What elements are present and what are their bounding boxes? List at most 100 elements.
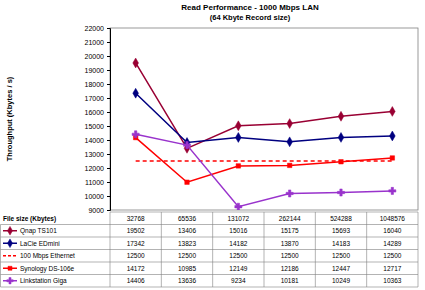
- table-rule: [1, 287, 419, 288]
- legend-marker: [8, 266, 12, 270]
- y-tick-label: 20000: [85, 53, 105, 60]
- series-marker: [389, 187, 396, 194]
- table-value: 14183: [332, 240, 350, 247]
- y-tick-mark: [107, 210, 110, 211]
- table-value: 15016: [229, 227, 247, 234]
- x-tick-label: 262144: [279, 215, 301, 222]
- legend-label: LaCie EDmini: [20, 240, 60, 247]
- y-tick: 15000: [85, 123, 110, 130]
- table-value: 12500: [383, 252, 401, 259]
- table-value: 13406: [178, 227, 196, 234]
- plot-marks: [132, 58, 396, 210]
- series-marker: [235, 121, 241, 131]
- series-marker: [132, 131, 139, 138]
- y-tick-label: 19000: [85, 67, 105, 74]
- legend-label: Linkstation Giga: [20, 277, 67, 285]
- series-marker: [338, 133, 344, 143]
- y-tick-mark: [107, 28, 110, 29]
- legend-marker: [7, 278, 13, 284]
- table-value: 12717: [383, 265, 401, 272]
- legend-label: Qnap TS101: [20, 227, 57, 235]
- x-tick-label: 131072: [227, 215, 249, 222]
- y-tick: 12000: [85, 165, 110, 172]
- y-tick-mark: [107, 154, 110, 155]
- table-rule: [1, 274, 419, 275]
- series-marker: [287, 137, 293, 147]
- table-rule: [366, 212, 367, 287]
- table-rule: [1, 224, 419, 225]
- table-value: 12447: [332, 265, 350, 272]
- series-marker: [236, 164, 240, 168]
- series-marker: [389, 131, 395, 141]
- y-tick: 22000: [85, 25, 110, 32]
- table-value: 15693: [332, 227, 350, 234]
- table-value: 10363: [383, 277, 401, 284]
- table-value: 12500: [178, 252, 196, 259]
- y-axis: 9000100001100012000130001400015000160001…: [85, 25, 111, 214]
- data-table: File size (Kbytes)3276865536131072262144…: [1, 212, 419, 287]
- y-tick: 11000: [85, 179, 110, 186]
- y-tick: 18000: [85, 81, 110, 88]
- y-axis-line: [107, 29, 111, 211]
- y-tick-label: 22000: [85, 25, 105, 32]
- series-line: [136, 134, 393, 206]
- series-line: [136, 93, 393, 142]
- series-marker: [339, 160, 343, 164]
- y-tick-mark: [107, 182, 110, 183]
- legend-swatch: [3, 255, 17, 257]
- table-value: 12500: [332, 252, 350, 259]
- chart-title: Read Performance - 1000 Mbps LAN: [181, 3, 319, 12]
- series-line: [136, 138, 393, 183]
- y-tick: 19000: [85, 67, 110, 74]
- y-tick-label: 11000: [85, 179, 104, 186]
- y-tick-label: 21000: [85, 39, 105, 46]
- series-marker: [338, 111, 344, 121]
- series-marker: [133, 88, 139, 98]
- series-line: [136, 63, 393, 148]
- chart-container: Read Performance - 1000 Mbps LAN(64 Kbyt…: [0, 0, 425, 290]
- table-value: 14182: [229, 240, 247, 247]
- series-marker: [185, 180, 189, 184]
- table-value: 12149: [229, 265, 247, 272]
- legend-marker: [7, 226, 12, 235]
- y-tick-label: 14000: [85, 137, 105, 144]
- table-value: 14289: [383, 240, 401, 247]
- table-value: 14406: [127, 277, 145, 284]
- chart-subtitle: (64 Kbyte Record size): [210, 13, 291, 22]
- table-rule: [418, 212, 419, 287]
- table-rule: [110, 212, 111, 287]
- y-tick-mark: [107, 84, 110, 85]
- table-value: 13870: [281, 240, 299, 247]
- x-tick-label: 1048576: [380, 215, 406, 222]
- table-value: 10181: [281, 277, 299, 284]
- table-rule: [1, 249, 419, 250]
- series-marker: [287, 163, 291, 167]
- y-tick-mark: [107, 98, 110, 99]
- series-marker: [183, 142, 190, 149]
- table-value: 13636: [178, 277, 196, 284]
- y-tick-label: 9000: [88, 207, 104, 214]
- y-tick: 16000: [85, 109, 110, 116]
- legend-label: 100 Mbps Ethernet: [20, 252, 75, 260]
- table-value: 12500: [127, 252, 145, 259]
- y-tick: 17000: [85, 95, 110, 102]
- y-tick-mark: [107, 112, 110, 113]
- y-tick-mark: [107, 42, 110, 43]
- legend-marker: [7, 239, 12, 248]
- background: [0, 0, 425, 290]
- y-tick-mark: [107, 196, 110, 197]
- x-tick-label: 65536: [178, 215, 196, 222]
- table-value: 10985: [178, 265, 196, 272]
- table-value: 12500: [281, 252, 299, 259]
- y-tick: 20000: [85, 53, 110, 60]
- table-value: 12500: [229, 252, 247, 259]
- y-tick: 9000: [88, 207, 110, 214]
- table-value: 17342: [127, 240, 145, 247]
- table-rule: [0, 225, 1, 288]
- chart-svg: Read Performance - 1000 Mbps LAN(64 Kbyt…: [0, 0, 425, 290]
- table-value: 15175: [281, 227, 299, 234]
- table-value: 19502: [127, 227, 145, 234]
- series-marker: [133, 58, 139, 68]
- table-value: 13823: [178, 240, 196, 247]
- y-tick-label: 16000: [85, 109, 105, 116]
